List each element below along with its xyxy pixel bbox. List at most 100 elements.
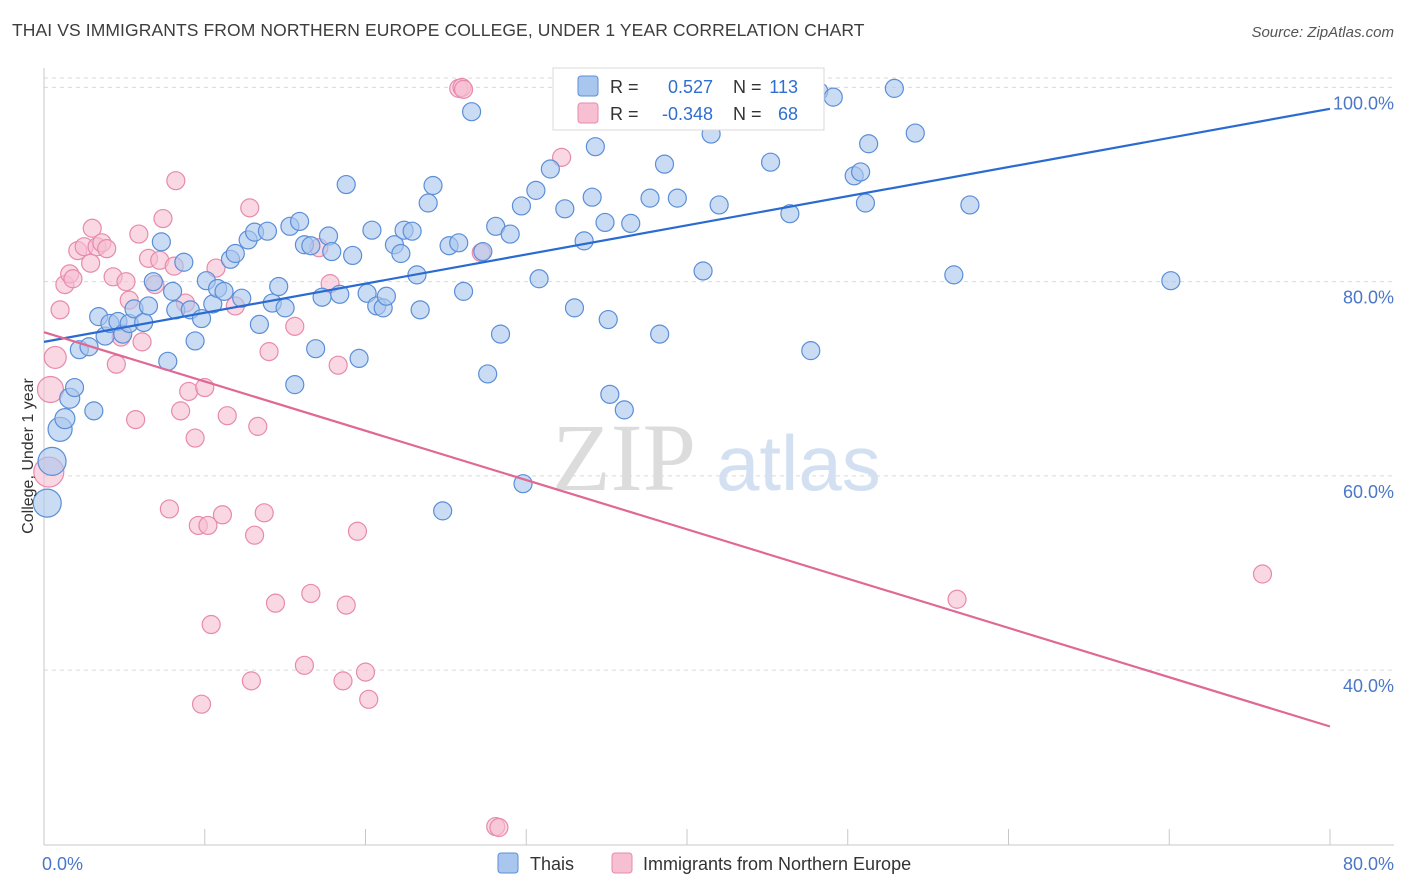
- immigrants-point-48: [265, 593, 286, 613]
- thais-point-109: [859, 134, 879, 154]
- thais-point-73: [478, 364, 498, 384]
- thais-point-95: [667, 188, 687, 208]
- immigrants-point-58: [355, 662, 376, 682]
- immigrants-point-68: [1252, 564, 1273, 584]
- thais-point-5: [64, 377, 85, 398]
- thais-point-93: [650, 324, 670, 344]
- thais-point-40: [275, 298, 295, 318]
- x-tick-label-min: 0.0%: [42, 854, 83, 874]
- x-tick-label-max: 80.0%: [1343, 854, 1394, 874]
- thais-point-66: [423, 175, 443, 196]
- thais-point-90: [614, 400, 634, 420]
- thais-point-83: [564, 298, 585, 318]
- thais-point-80: [529, 269, 549, 289]
- thais-point-89: [600, 384, 620, 404]
- thais-point-72: [473, 241, 493, 262]
- x-ticks: [43, 829, 1331, 845]
- thais-point-45: [301, 236, 321, 256]
- thais-point-32: [225, 243, 245, 264]
- thais-point-53: [349, 348, 369, 369]
- immigrants-point-36: [198, 515, 218, 536]
- chart-title: THAI VS IMMIGRANTS FROM NORTHERN EUROPE …: [12, 20, 865, 40]
- immigrants-point-6: [63, 269, 83, 289]
- stats-n-value-immigrants: 68: [778, 104, 798, 124]
- immigrants-point-56: [336, 595, 356, 615]
- thais-point-58: [376, 286, 396, 306]
- thais-point-33: [232, 288, 252, 308]
- legend-label-immigrants[interactable]: Immigrants from Northern Europe: [643, 854, 911, 874]
- immigrants-point-59: [359, 689, 379, 709]
- thais-point-39: [269, 276, 289, 297]
- immigrants-point-40: [217, 406, 237, 426]
- bottom-legend: Thais Immigrants from Northern Europe: [497, 852, 911, 874]
- stats-r-label-immigrants: R =: [610, 104, 639, 124]
- thais-point-79: [526, 180, 546, 200]
- y-tick-label-80: 80.0%: [1343, 288, 1394, 308]
- y-axis-title: College, Under 1 year: [20, 378, 37, 534]
- immigrants-point-47: [259, 342, 279, 362]
- immigrants-point-1: [36, 375, 65, 404]
- thais-point-99: [709, 195, 729, 215]
- thais-point-48: [318, 226, 339, 246]
- legend-swatch-immigrants[interactable]: [611, 852, 633, 874]
- immigrants-point-21: [132, 332, 152, 352]
- stats-legend-swatch-immigrants: [577, 102, 599, 124]
- thais-point-37: [257, 221, 278, 241]
- thais-point-84: [574, 231, 594, 251]
- thais-point-103: [801, 341, 821, 361]
- immigrants-point-13: [97, 239, 117, 259]
- thais-point-113: [960, 195, 980, 215]
- immigrants-point-45: [248, 416, 268, 436]
- immigrants-point-31: [179, 381, 199, 402]
- immigrants-point-34: [191, 694, 212, 714]
- chart-source: Source: ZipAtlas.com: [1251, 24, 1394, 41]
- thais-point-30: [214, 281, 234, 301]
- thais-point-70: [453, 281, 474, 301]
- thais-point-71: [461, 102, 482, 122]
- immigrants-point-43: [241, 671, 261, 691]
- thais-point-67: [433, 501, 453, 521]
- thais-point-76: [500, 224, 520, 244]
- immigrants-point-25: [153, 208, 173, 229]
- thais-point-102: [780, 204, 800, 224]
- immigrants-point-29: [171, 401, 191, 421]
- y-tick-label-40: 40.0%: [1343, 676, 1394, 696]
- thais-point-17: [138, 296, 159, 316]
- stats-n-label-thais: N =: [733, 77, 762, 97]
- thais-point-97: [693, 261, 713, 281]
- thais-point-42: [285, 375, 305, 395]
- immigrants-point-20: [129, 224, 149, 244]
- immigrants-point-17: [116, 272, 136, 292]
- thais-point-77: [513, 474, 533, 494]
- thais-point-0: [32, 488, 62, 518]
- thais-point-65: [418, 193, 438, 213]
- immigrants-point-46: [254, 503, 274, 523]
- thais-point-62: [402, 221, 422, 241]
- stats-legend: R = 0.527 N = 113 R = -0.348 N = 68: [552, 67, 825, 131]
- thais-trend-line: [43, 107, 1331, 343]
- thais-point-21: [163, 281, 183, 301]
- legend-label-thais[interactable]: Thais: [530, 854, 574, 874]
- thais-point-85: [582, 187, 602, 207]
- immigrants-point-26: [159, 499, 179, 519]
- thais-point-49: [322, 241, 342, 262]
- thais-point-51: [336, 174, 356, 195]
- immigrants-point-55: [333, 671, 353, 691]
- thais-point-43: [289, 211, 310, 232]
- thais-point-81: [540, 159, 560, 179]
- stats-n-label-immigrants: N =: [733, 104, 762, 124]
- thais-point-78: [511, 196, 532, 216]
- thais-point-55: [362, 220, 382, 240]
- immigrants-point-57: [347, 521, 368, 541]
- legend-swatch-thais[interactable]: [497, 852, 519, 874]
- immigrants-point-39: [212, 505, 233, 525]
- thais-point-8: [84, 401, 104, 421]
- thais-point-36: [249, 314, 270, 335]
- thais-point-23: [174, 252, 194, 272]
- immigrants-point-65: [489, 817, 509, 838]
- immigrants-point-67: [947, 589, 967, 609]
- thais-point-87: [595, 212, 615, 233]
- watermark: ZIP atlas: [552, 404, 881, 511]
- immigrants-point-66: [552, 147, 572, 167]
- stats-r-label-thais: R =: [610, 77, 639, 97]
